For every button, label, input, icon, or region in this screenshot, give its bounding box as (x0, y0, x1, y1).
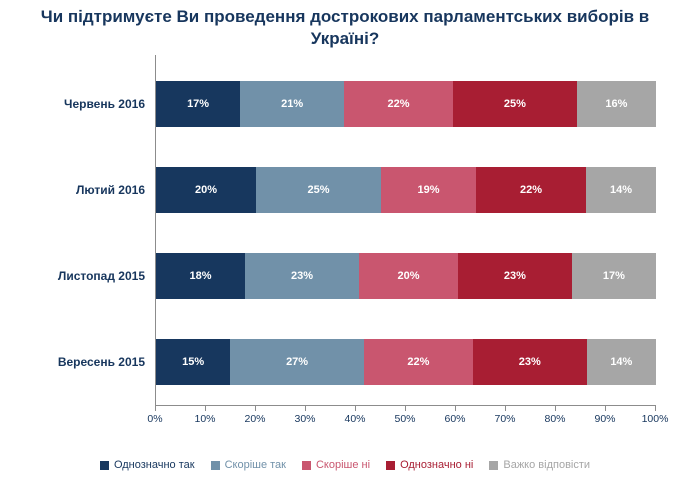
bar-segment: 17% (156, 80, 241, 127)
chart-row: 17% 21% 22% 25% 16% (156, 61, 656, 147)
x-axis-tick (255, 405, 256, 411)
bar-segment: 17% (571, 252, 656, 299)
bar-segment: 23% (472, 338, 587, 385)
legend-swatch-icon (99, 460, 109, 470)
legend-swatch-icon (301, 460, 311, 470)
x-axis-tick (355, 405, 356, 411)
bar-segment: 21% (240, 80, 345, 127)
stacked-bar: 20% 25% 19% 22% 14% (156, 166, 656, 213)
x-axis-tick-label: 20% (244, 412, 266, 425)
x-axis-tick-label: 0% (147, 412, 163, 425)
x-axis-tick-label: 80% (544, 412, 566, 425)
legend-swatch-icon (386, 460, 396, 470)
bar-segment: 16% (576, 80, 656, 127)
category-labels: Червень 2016 Лютий 2016 Листопад 2015 Верес… (18, 61, 155, 406)
bar-segment: 25% (453, 80, 577, 127)
x-axis-tick-label: 90% (594, 412, 616, 425)
legend: Однозначно так Скоріше так Скоріше ні Одноз… (0, 459, 690, 471)
stacked-bar: 15% 27% 22% 23% 14% (156, 338, 656, 385)
x-axis-labels: 0% 10% 20% 30% 40% 50% 60% 70% 80% 90% 100% (147, 412, 668, 429)
bar-segment: 20% (156, 166, 256, 213)
legend-item: Однозначно так (99, 459, 195, 471)
x-axis-tick-label: 10% (194, 412, 216, 425)
category-label: Листопад 2015 (57, 268, 145, 283)
x-axis-tick (155, 405, 156, 411)
bar-segment: 23% (245, 252, 359, 299)
stacked-bar: 18% 23% 20% 23% 17% (156, 252, 656, 299)
legend-label: Важко відповісти (503, 459, 591, 471)
bar-segment: 27% (230, 338, 364, 385)
x-axis-tick (455, 405, 456, 411)
legend-item: Скоріше так (210, 459, 286, 471)
chart-rows: 17% 21% 22% 25% 16% 20% 25% 19% 22% 14% 18% 23% 20% 2… (155, 54, 656, 406)
legend-label: Скоріше ні (315, 459, 371, 471)
bar-segment: 22% (476, 166, 586, 213)
bar-segment: 15% (156, 338, 231, 385)
legend-item: Важко відповісти (489, 459, 590, 471)
legend-swatch-icon (489, 460, 499, 470)
plot: Червень 2016 Лютий 2016 Листопад 2015 Верес… (18, 54, 690, 406)
bar-segment: 22% (344, 80, 454, 127)
legend-swatch-icon (210, 460, 220, 470)
x-axis-tick (655, 405, 656, 411)
legend-label: Скоріше так (224, 459, 286, 471)
bar-segment: 23% (457, 252, 572, 299)
x-axis-tick-label: 70% (494, 412, 516, 425)
x-axis-tick (405, 405, 406, 411)
x-axis-tick-label: 60% (444, 412, 466, 425)
chart-row: 15% 27% 22% 23% 14% (156, 319, 656, 405)
chart-area: Червень 2016 Лютий 2016 Листопад 2015 Верес… (0, 54, 690, 429)
x-axis-tick (305, 405, 306, 411)
x-axis-tick-label: 40% (344, 412, 366, 425)
bar-segment: 14% (586, 338, 656, 385)
x-axis-tick (205, 405, 206, 411)
bar-segment: 22% (363, 338, 473, 385)
legend-item: Скоріше ні (301, 459, 371, 471)
bar-segment: 19% (381, 166, 476, 213)
x-axis-tick (605, 405, 606, 411)
chart-row: 18% 23% 20% 23% 17% (156, 233, 656, 319)
category-label: Лютий 2016 (75, 182, 145, 197)
legend-item: Однозначно ні (386, 459, 473, 471)
legend-label: Однозначно ні (400, 459, 474, 471)
bar-segment: 20% (358, 252, 458, 299)
bar-segment: 25% (256, 166, 381, 213)
bar-segment: 14% (586, 166, 656, 213)
category-label: Червень 2016 (64, 96, 145, 111)
bar-segment: 18% (156, 252, 246, 299)
legend-label: Однозначно так (113, 459, 195, 471)
chart-title: Чи підтримуєте Ви проведення дострокових… (40, 7, 650, 49)
x-axis-tick (555, 405, 556, 411)
x-axis-tick (505, 405, 506, 411)
category-label: Вересень 2015 (57, 354, 145, 369)
stacked-bar: 17% 21% 22% 25% 16% (156, 80, 656, 127)
x-axis-tick-label: 100% (641, 412, 669, 425)
x-axis-ticks (155, 405, 656, 411)
x-axis-tick-label: 30% (294, 412, 316, 425)
x-axis-tick-label: 50% (394, 412, 416, 425)
chart-row: 20% 25% 19% 22% 14% (156, 147, 656, 233)
